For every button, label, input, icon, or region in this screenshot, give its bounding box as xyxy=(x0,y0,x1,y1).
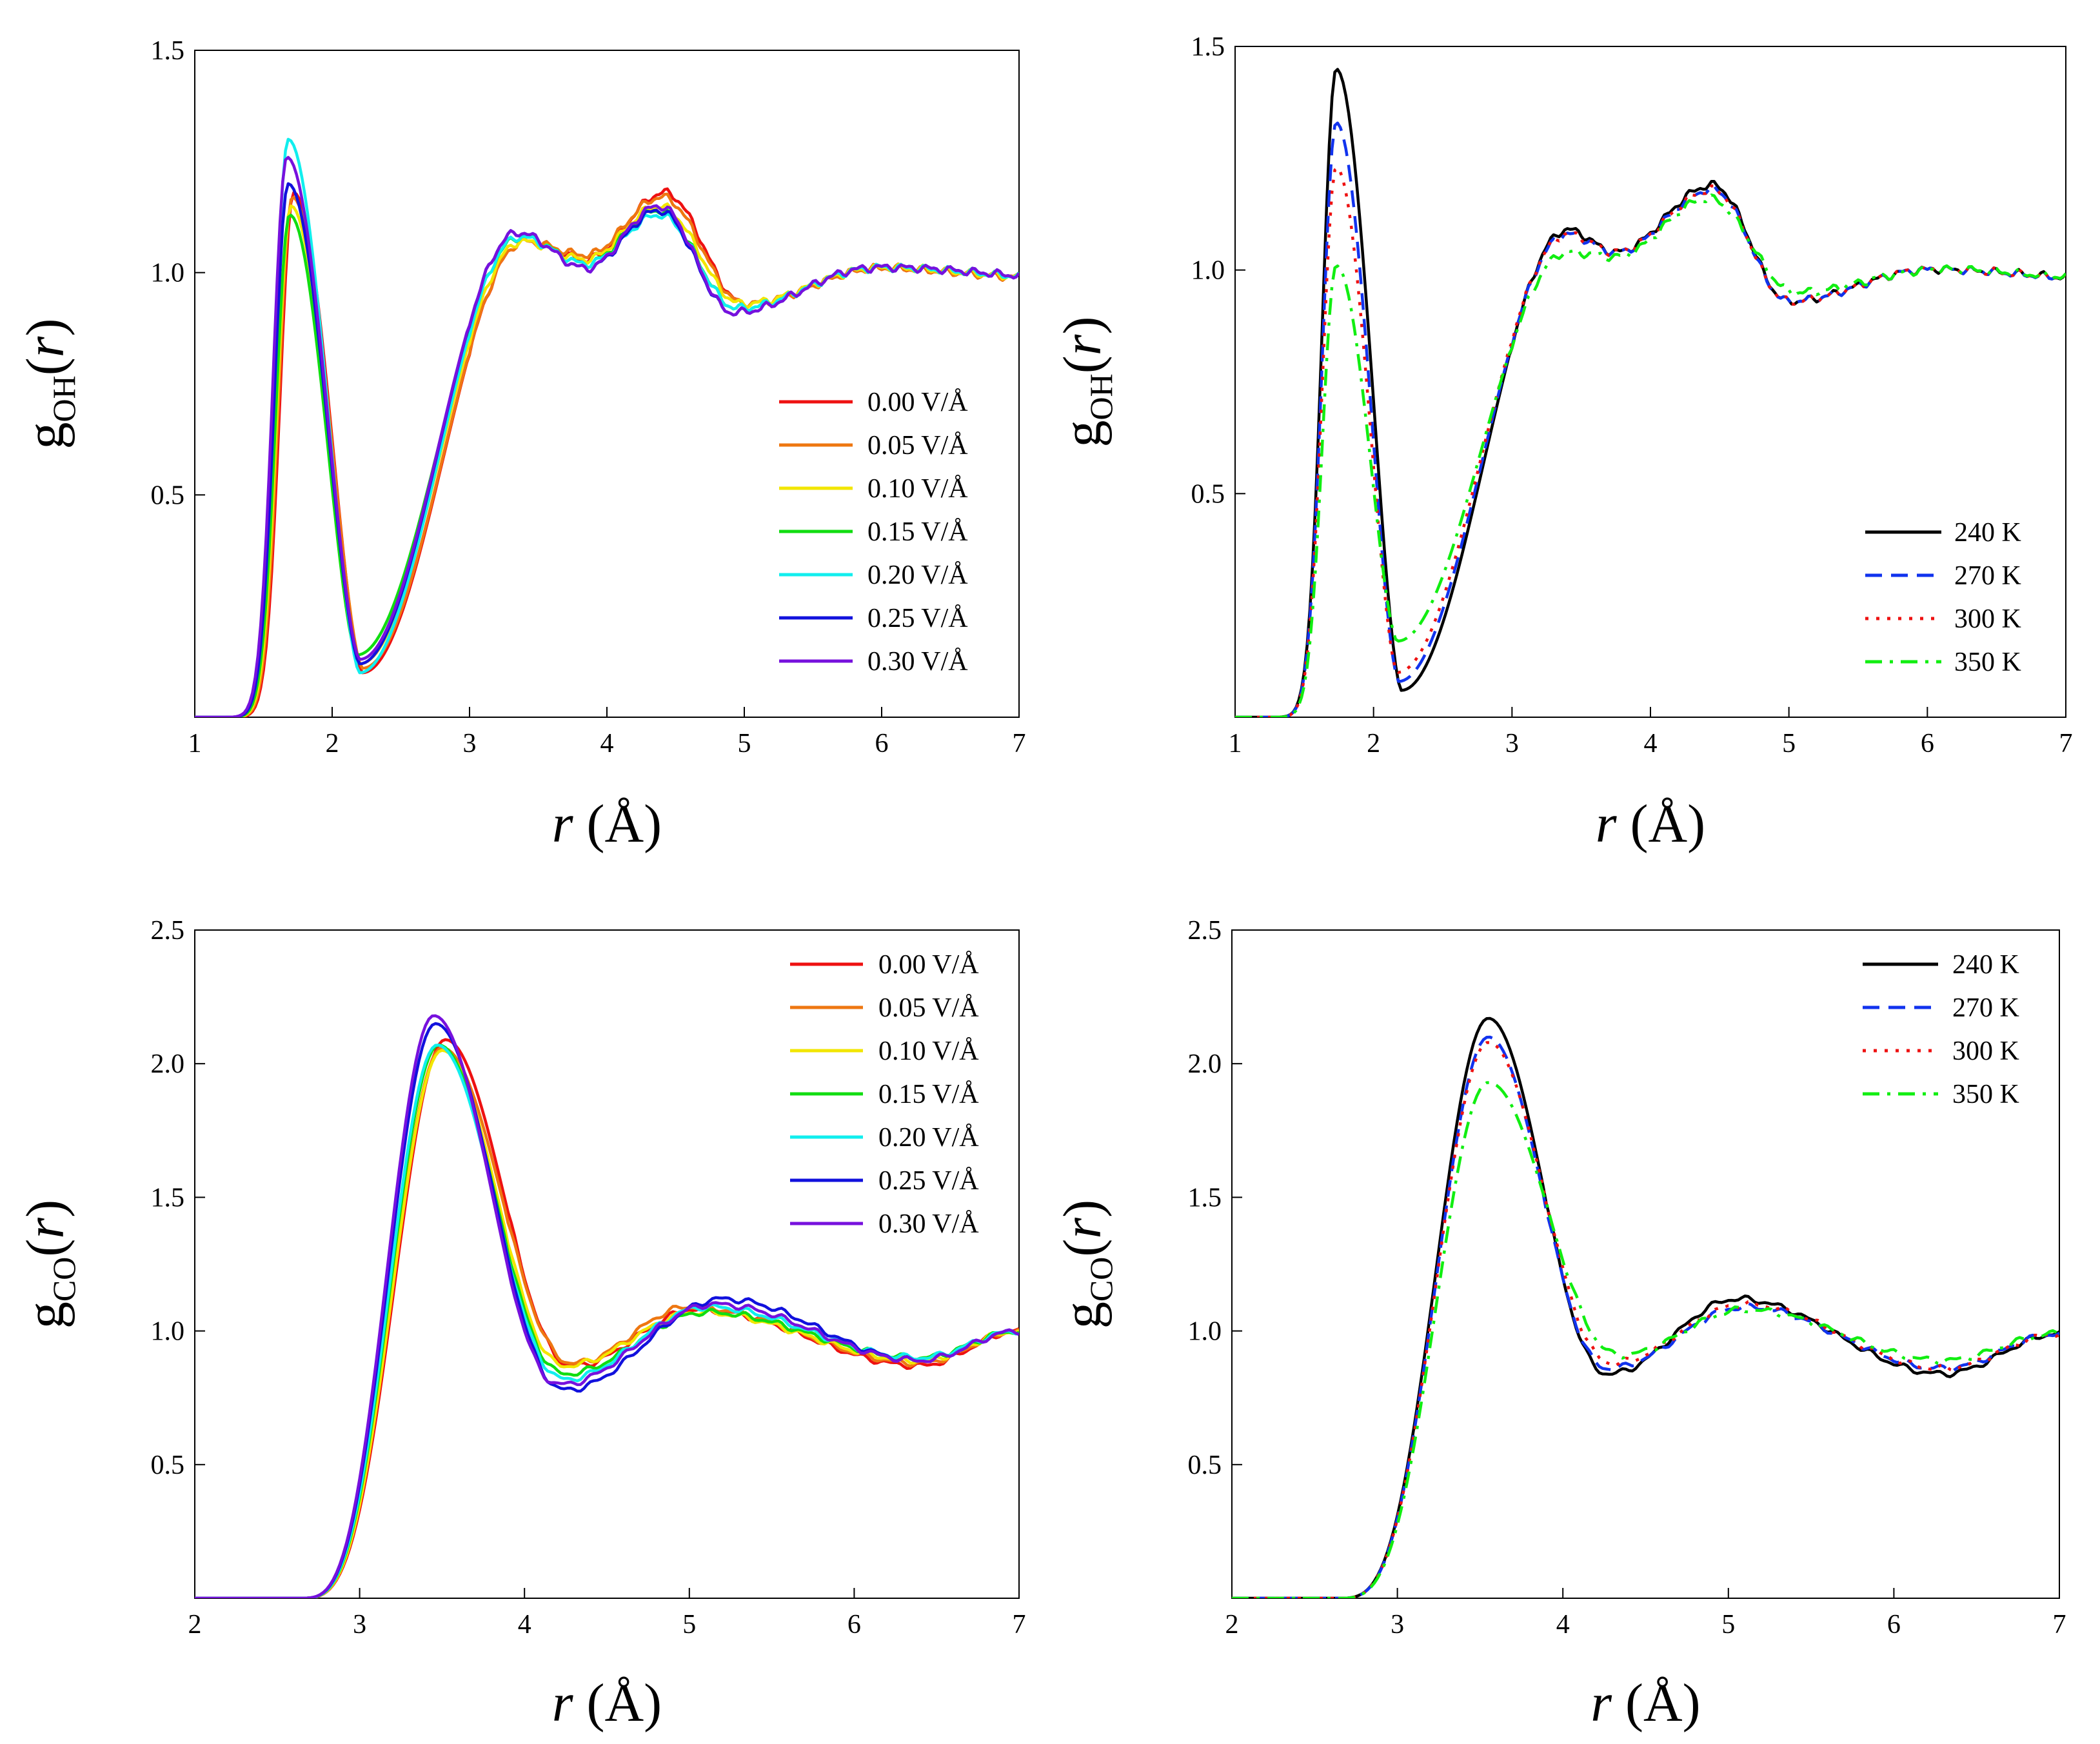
y-tick-label: 2.5 xyxy=(1188,916,1222,946)
y-tick-label: 0.5 xyxy=(1188,1451,1222,1480)
x-axis-label: r (Å) xyxy=(1590,1673,1700,1733)
y-tick-label: 1.5 xyxy=(151,36,185,66)
x-tick-label: 3 xyxy=(1391,1610,1404,1640)
y-tick-label: 1.5 xyxy=(1188,1183,1222,1213)
legend-label: 0.00 V/Å xyxy=(867,388,968,417)
legend-label: 300 K xyxy=(1952,1036,2019,1066)
x-tick-label: 5 xyxy=(1721,1610,1735,1640)
x-tick-label: 2 xyxy=(188,1610,202,1640)
legend-label: 300 K xyxy=(1954,604,2021,634)
x-tick-label: 2 xyxy=(1367,729,1380,758)
x-axis-label: r (Å) xyxy=(1596,794,1705,854)
plot-frame xyxy=(1231,929,2060,1599)
legend-label: 0.30 V/Å xyxy=(867,647,968,677)
y-tick-label: 0.5 xyxy=(1191,479,1225,509)
y-tick-label: 2.5 xyxy=(151,916,185,946)
series-line xyxy=(195,202,1019,717)
x-tick-label: 4 xyxy=(600,729,614,758)
y-tick-label: 1.0 xyxy=(151,1317,185,1347)
series-line xyxy=(1235,166,2066,717)
x-tick-label: 3 xyxy=(1505,729,1519,758)
legend: 0.00 V/Å 0.05 V/Å 0.10 V/Å 0.15 V/Å 0.20 V/Å… xyxy=(790,950,979,1239)
x-tick-label: 1 xyxy=(1229,729,1242,758)
plot-frame xyxy=(1234,46,2066,718)
legend-label: 0.20 V/Å xyxy=(867,560,968,590)
legend-label: 0.05 V/Å xyxy=(867,431,968,461)
series-line xyxy=(195,155,1019,717)
series-line xyxy=(1232,1041,2059,1598)
x-tick-label: 6 xyxy=(1887,1610,1901,1640)
x-tick-label: 6 xyxy=(1921,729,1934,758)
x-tick-label: 6 xyxy=(875,729,889,758)
x-tick-label: 5 xyxy=(682,1610,696,1640)
y-axis-label: gOH(r) xyxy=(1053,317,1119,448)
x-tick-label: 5 xyxy=(738,729,751,758)
x-tick-label: 4 xyxy=(1644,729,1658,758)
x-tick-label: 7 xyxy=(2059,729,2073,758)
legend-label: 0.10 V/Å xyxy=(878,1036,979,1066)
y-tick-label: 1.5 xyxy=(151,1183,185,1213)
y-tick-label: 1.5 xyxy=(1191,32,1225,62)
legend-label: 0.05 V/Å xyxy=(878,993,979,1023)
y-tick-label: 1.0 xyxy=(151,259,185,288)
x-tick-label: 2 xyxy=(326,729,339,758)
legend-label: 0.00 V/Å xyxy=(878,950,979,980)
legend-label: 0.25 V/Å xyxy=(867,604,968,633)
legend-label: 0.15 V/Å xyxy=(878,1080,979,1109)
panel-bl: 2 3 4 5 6 7 0.5 1.0 1.5 2.0 2.5 0.00 V/Å 0.05 V/Å 0.1… xyxy=(15,916,1026,1733)
x-tick-label: 4 xyxy=(1556,1610,1570,1640)
y-tick-label: 2.0 xyxy=(151,1049,185,1079)
x-tick-label: 7 xyxy=(2053,1610,2066,1640)
y-axis-label: gCO(r) xyxy=(15,1200,82,1329)
series-line xyxy=(195,208,1019,717)
x-tick-label: 1 xyxy=(188,729,202,758)
x-tick-label: 4 xyxy=(518,1610,531,1640)
legend: 240 K 270 K 300 K 350 K xyxy=(1863,950,2019,1109)
panel-tl: 1 2 3 4 5 6 7 0.5 1.0 1.5 0.00 V/Å 0.05 V/Å 0.10 V/Å… xyxy=(15,36,1026,854)
x-tick-label: 2 xyxy=(1225,1610,1239,1640)
y-tick-label: 0.5 xyxy=(151,481,185,510)
y-axis-label: gCO(r) xyxy=(1053,1200,1119,1329)
legend-label: 0.10 V/Å xyxy=(867,474,968,504)
series-line xyxy=(195,1022,1019,1598)
series-line xyxy=(1232,1035,2059,1598)
legend-label: 0.15 V/Å xyxy=(867,517,968,547)
legend-label: 240 K xyxy=(1952,950,2019,980)
x-tick-label: 7 xyxy=(1013,1610,1026,1640)
series-line xyxy=(195,1014,1019,1598)
legend-label: 0.25 V/Å xyxy=(878,1166,979,1196)
x-tick-label: 3 xyxy=(353,1610,366,1640)
legend: 240 K 270 K 300 K 350 K xyxy=(1865,518,2021,677)
y-tick-label: 2.0 xyxy=(1188,1049,1222,1079)
x-tick-label: 3 xyxy=(463,729,477,758)
legend-label: 270 K xyxy=(1952,993,2019,1023)
y-axis-label: gOH(r) xyxy=(15,319,82,450)
legend-label: 350 K xyxy=(1952,1080,2019,1109)
y-tick-label: 1.0 xyxy=(1188,1317,1222,1347)
series-line xyxy=(1232,1016,2059,1598)
x-tick-label: 7 xyxy=(1013,729,1026,758)
x-tick-label: 5 xyxy=(1782,729,1796,758)
legend-label: 270 K xyxy=(1954,561,2021,591)
x-axis-label: r (Å) xyxy=(552,794,662,854)
panel-tr: 1 2 3 4 5 6 7 0.5 1.0 1.5 240 K 270 K 300 K 350 K r (Å… xyxy=(1053,32,2073,854)
x-axis-label: r (Å) xyxy=(552,1673,662,1733)
legend-label: 0.30 V/Å xyxy=(878,1209,979,1239)
legend-label: 350 K xyxy=(1954,648,2021,677)
y-tick-label: 1.0 xyxy=(1191,256,1225,286)
series-line xyxy=(1232,1081,2059,1598)
legend: 0.00 V/Å 0.05 V/Å 0.10 V/Å 0.15 V/Å 0.20 V/Å… xyxy=(779,388,968,677)
series-line xyxy=(1235,68,2066,717)
x-tick-label: 6 xyxy=(847,1610,861,1640)
legend-label: 240 K xyxy=(1954,518,2021,548)
y-tick-label: 0.5 xyxy=(151,1451,185,1480)
panel-br: 2 3 4 5 6 7 0.5 1.0 1.5 2.0 2.5 240 K 270 K 300 K 350 … xyxy=(1053,916,2066,1733)
legend-label: 0.20 V/Å xyxy=(878,1123,979,1153)
plot-frame xyxy=(194,929,1020,1599)
